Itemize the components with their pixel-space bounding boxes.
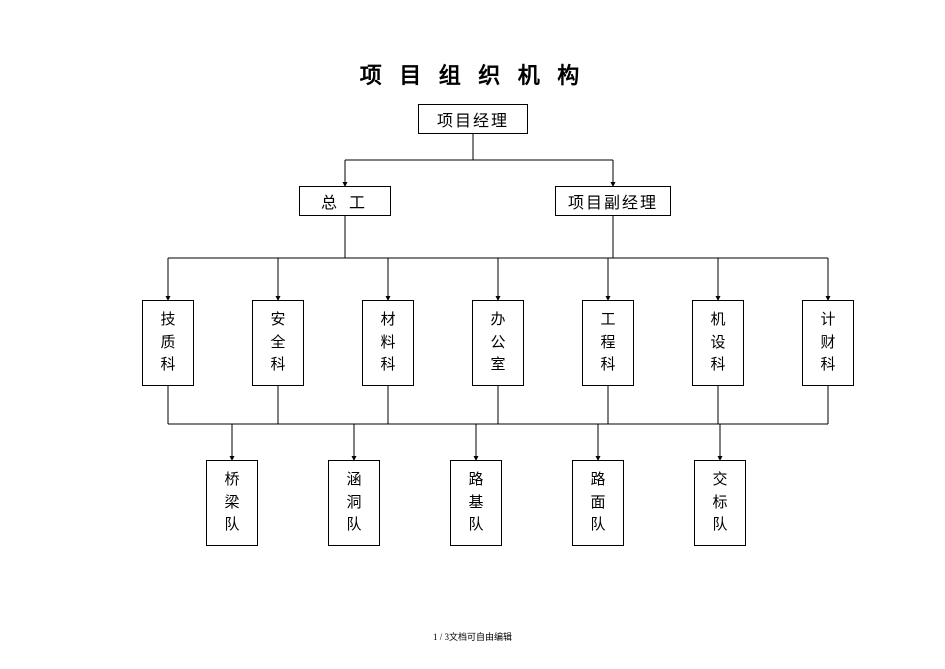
node-dept-finance: 计财科 [802,300,854,386]
node-dept-equipment: 机设科 [692,300,744,386]
node-char: 队 [224,514,239,537]
node-char: 科 [270,354,285,377]
node-char: 安 [270,309,285,332]
node-char: 全 [270,332,285,355]
node-char: 计 [820,309,835,332]
node-char: 队 [712,514,727,537]
node-char: 科 [710,354,725,377]
node-char: 桥 [224,469,239,492]
page-footer: 1 / 3文档可自由编辑 [0,630,945,643]
node-char: 材 [380,309,395,332]
node-team-bridge: 桥梁队 [206,460,258,546]
node-char: 财 [820,332,835,355]
node-char: 质 [160,332,175,355]
node-project-manager: 项目经理 [418,104,528,134]
node-char: 洞 [346,492,361,515]
node-char: 程 [600,332,615,355]
chart-title: 项 目 组 织 机 构 [0,58,945,90]
node-dept-tech-quality: 技质科 [142,300,194,386]
node-dept-engineering: 工程科 [582,300,634,386]
node-char: 科 [380,354,395,377]
node-char: 料 [380,332,395,355]
node-char: 路 [590,469,605,492]
node-char: 室 [490,354,505,377]
node-char: 设 [710,332,725,355]
node-chief-engineer: 总 工 [299,186,391,216]
node-label: 项目经理 [437,107,509,131]
node-char: 队 [346,514,361,537]
node-char: 路 [468,469,483,492]
node-dept-office: 办公室 [472,300,524,386]
node-char: 科 [600,354,615,377]
node-char: 面 [590,492,605,515]
node-char: 涵 [346,469,361,492]
node-label: 项目副经理 [568,189,658,213]
node-char: 标 [712,492,727,515]
node-char: 办 [490,309,505,332]
node-team-traffic-sign: 交标队 [694,460,746,546]
node-char: 队 [468,514,483,537]
node-char: 科 [820,354,835,377]
node-char: 队 [590,514,605,537]
node-dept-materials: 材料科 [362,300,414,386]
node-char: 工 [600,309,615,332]
node-char: 基 [468,492,483,515]
node-char: 交 [712,469,727,492]
node-dept-safety: 安全科 [252,300,304,386]
node-char: 科 [160,354,175,377]
node-team-roadbed: 路基队 [450,460,502,546]
node-team-culvert: 涵洞队 [328,460,380,546]
node-label: 总 工 [321,189,369,213]
node-char: 公 [490,332,505,355]
node-char: 机 [710,309,725,332]
node-team-pavement: 路面队 [572,460,624,546]
node-char: 技 [160,309,175,332]
node-char: 梁 [224,492,239,515]
node-deputy-manager: 项目副经理 [555,186,671,216]
